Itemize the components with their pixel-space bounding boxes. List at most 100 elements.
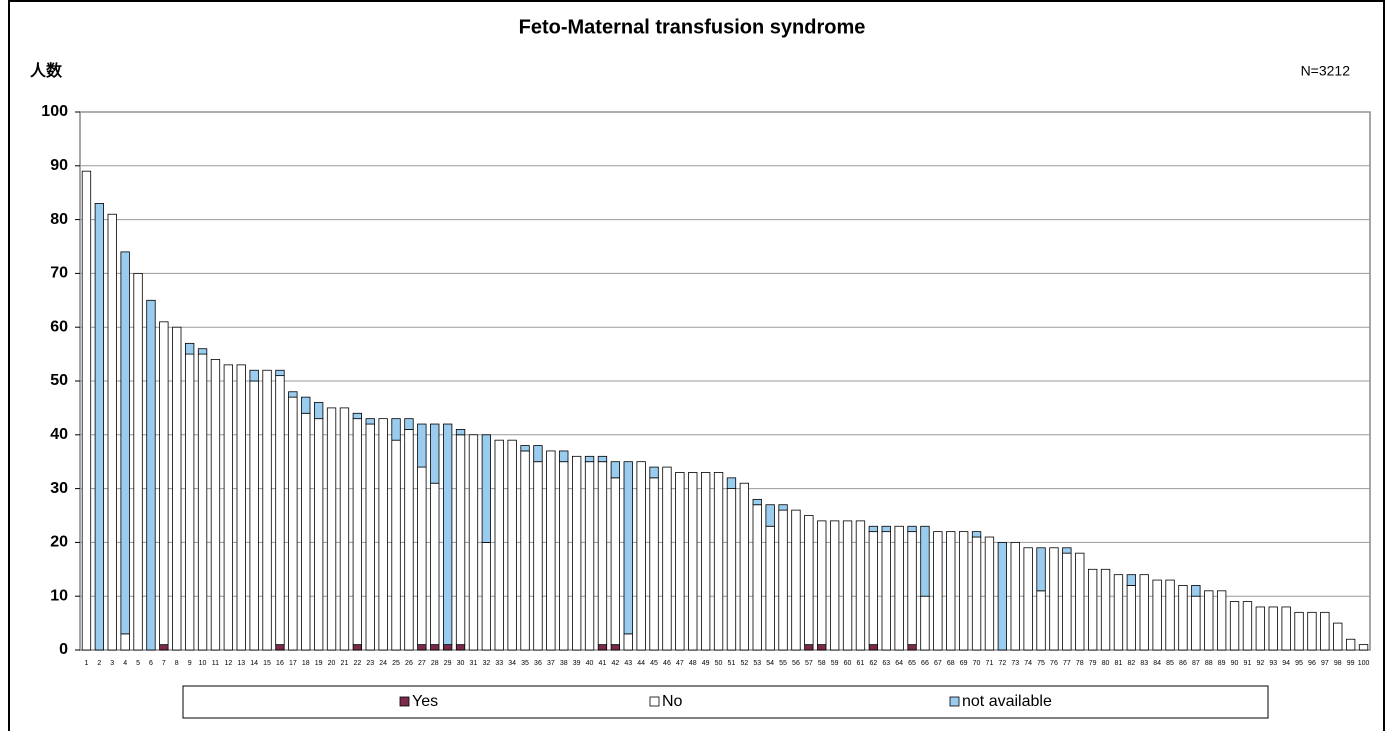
x-tick-label: 82 [1127, 660, 1135, 667]
bar-segment [1216, 590, 1227, 651]
bar-segment [1152, 579, 1162, 651]
bar-segment [275, 644, 285, 651]
x-tick-label: 91 [1244, 660, 1252, 667]
x-tick-label: 8 [175, 660, 179, 667]
y-tick-label: 100 [41, 103, 68, 120]
x-tick-label: 60 [844, 660, 852, 667]
x-tick-label: 18 [302, 660, 310, 667]
bar-segment [417, 466, 427, 646]
x-tick-label: 74 [1024, 660, 1032, 667]
bar-segment [881, 525, 891, 533]
annotation: N=3212 [1301, 63, 1351, 79]
x-tick-label: 77 [1063, 660, 1071, 667]
bar-segment [481, 542, 492, 651]
bar-segment [1255, 606, 1266, 651]
bar-segment [842, 520, 853, 651]
x-tick-label: 57 [805, 660, 813, 667]
x-tick-label: 25 [392, 660, 400, 667]
x-tick-label: 61 [857, 660, 865, 667]
x-tick-label: 2 [97, 660, 101, 667]
bar-segment [623, 633, 633, 651]
x-tick-label: 96 [1308, 660, 1316, 667]
bar-segment [172, 326, 182, 651]
bar-segment [339, 407, 350, 651]
x-tick-label: 23 [366, 660, 374, 667]
bar-segment [1333, 622, 1343, 651]
bar-segment [675, 472, 685, 651]
x-tick-label: 59 [831, 660, 839, 667]
x-tick-label: 55 [779, 660, 787, 667]
bar-segment [1010, 542, 1020, 651]
x-tick-label: 38 [560, 660, 568, 667]
bar-segment [481, 434, 492, 543]
bar-segment [391, 418, 401, 441]
y-tick-label: 0 [59, 641, 68, 658]
bar-segment [1307, 611, 1317, 651]
bar-segment [1268, 606, 1278, 651]
bar-segment [920, 595, 930, 651]
x-tick-label: 93 [1269, 660, 1277, 667]
x-tick-label: 24 [379, 660, 387, 667]
bar-segment [907, 531, 917, 646]
bar-segment [571, 455, 582, 651]
bar-segment [455, 644, 466, 651]
legend-box [182, 685, 1269, 719]
x-tick-label: 21 [341, 660, 349, 667]
bar-segment [739, 482, 750, 651]
bar-segment [726, 488, 737, 651]
bar-segment [1023, 547, 1033, 651]
bar-segment [804, 515, 814, 646]
x-tick-label: 12 [224, 660, 232, 667]
bar-segment [313, 418, 324, 651]
bar-segment [430, 644, 440, 651]
bar-segment [610, 644, 621, 651]
x-tick-label: 75 [1037, 660, 1045, 667]
x-tick-label: 49 [702, 660, 710, 667]
bar-segment [430, 423, 440, 484]
x-tick-label: 35 [521, 660, 529, 667]
x-tick-label: 76 [1050, 660, 1058, 667]
bar-segment [223, 364, 234, 651]
bar-segment [1191, 585, 1201, 597]
x-tick-label: 28 [431, 660, 439, 667]
bar-segment [804, 644, 814, 651]
bar-segment [946, 531, 956, 651]
x-tick-label: 87 [1192, 660, 1200, 667]
bar-segment [120, 251, 130, 635]
y-tick-label: 50 [50, 372, 68, 389]
bar-segment [301, 396, 311, 414]
x-tick-label: 81 [1115, 660, 1123, 667]
legend-swatch [399, 696, 410, 707]
bar-segment [417, 423, 427, 468]
bar-segment [584, 455, 595, 463]
bar-segment [365, 423, 375, 651]
legend-label: not available [962, 693, 1052, 710]
x-tick-label: 19 [315, 660, 323, 667]
bar-segment [1345, 638, 1356, 651]
bar-segment [791, 509, 801, 651]
bar-segment [378, 418, 388, 651]
bar-segment [868, 644, 879, 651]
bar-segment [262, 369, 272, 651]
x-tick-label: 20 [328, 660, 336, 667]
x-tick-label: 5 [136, 660, 140, 667]
bar-segment [391, 439, 401, 651]
bar-segment [1139, 574, 1149, 651]
bar-segment [907, 644, 917, 651]
y-tick-label: 40 [50, 426, 68, 443]
y-tick-label: 10 [50, 587, 68, 604]
x-tick-label: 80 [1102, 660, 1110, 667]
x-tick-label: 63 [882, 660, 890, 667]
bar-segment [700, 472, 711, 651]
x-tick-label: 66 [921, 660, 929, 667]
x-tick-label: 9 [188, 660, 192, 667]
x-tick-label: 85 [1166, 660, 1174, 667]
bar-segment [455, 434, 466, 646]
x-tick-label: 90 [1231, 660, 1239, 667]
bar-segment [81, 170, 92, 651]
bar-segment [584, 461, 595, 651]
x-tick-label: 92 [1256, 660, 1264, 667]
bar-segment [649, 477, 659, 651]
bar-segment [494, 439, 504, 651]
x-tick-label: 39 [573, 660, 581, 667]
